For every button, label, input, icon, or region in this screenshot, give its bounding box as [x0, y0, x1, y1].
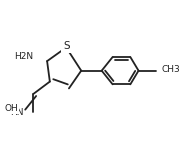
Text: H2N: H2N — [14, 52, 33, 61]
Text: S: S — [63, 41, 70, 51]
Text: HN: HN — [10, 108, 23, 117]
Text: OH: OH — [4, 104, 18, 113]
Text: CH3: CH3 — [161, 66, 180, 75]
